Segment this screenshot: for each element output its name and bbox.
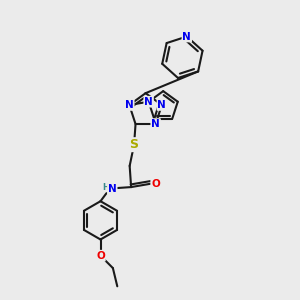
Text: N: N [108,184,117,194]
Text: O: O [96,251,105,261]
Text: N: N [144,97,153,107]
Text: H: H [102,183,109,192]
Text: N: N [158,100,166,110]
Text: S: S [130,138,139,151]
Text: N: N [151,119,160,129]
Text: O: O [151,178,160,188]
Text: N: N [182,32,191,41]
Text: N: N [125,100,134,110]
